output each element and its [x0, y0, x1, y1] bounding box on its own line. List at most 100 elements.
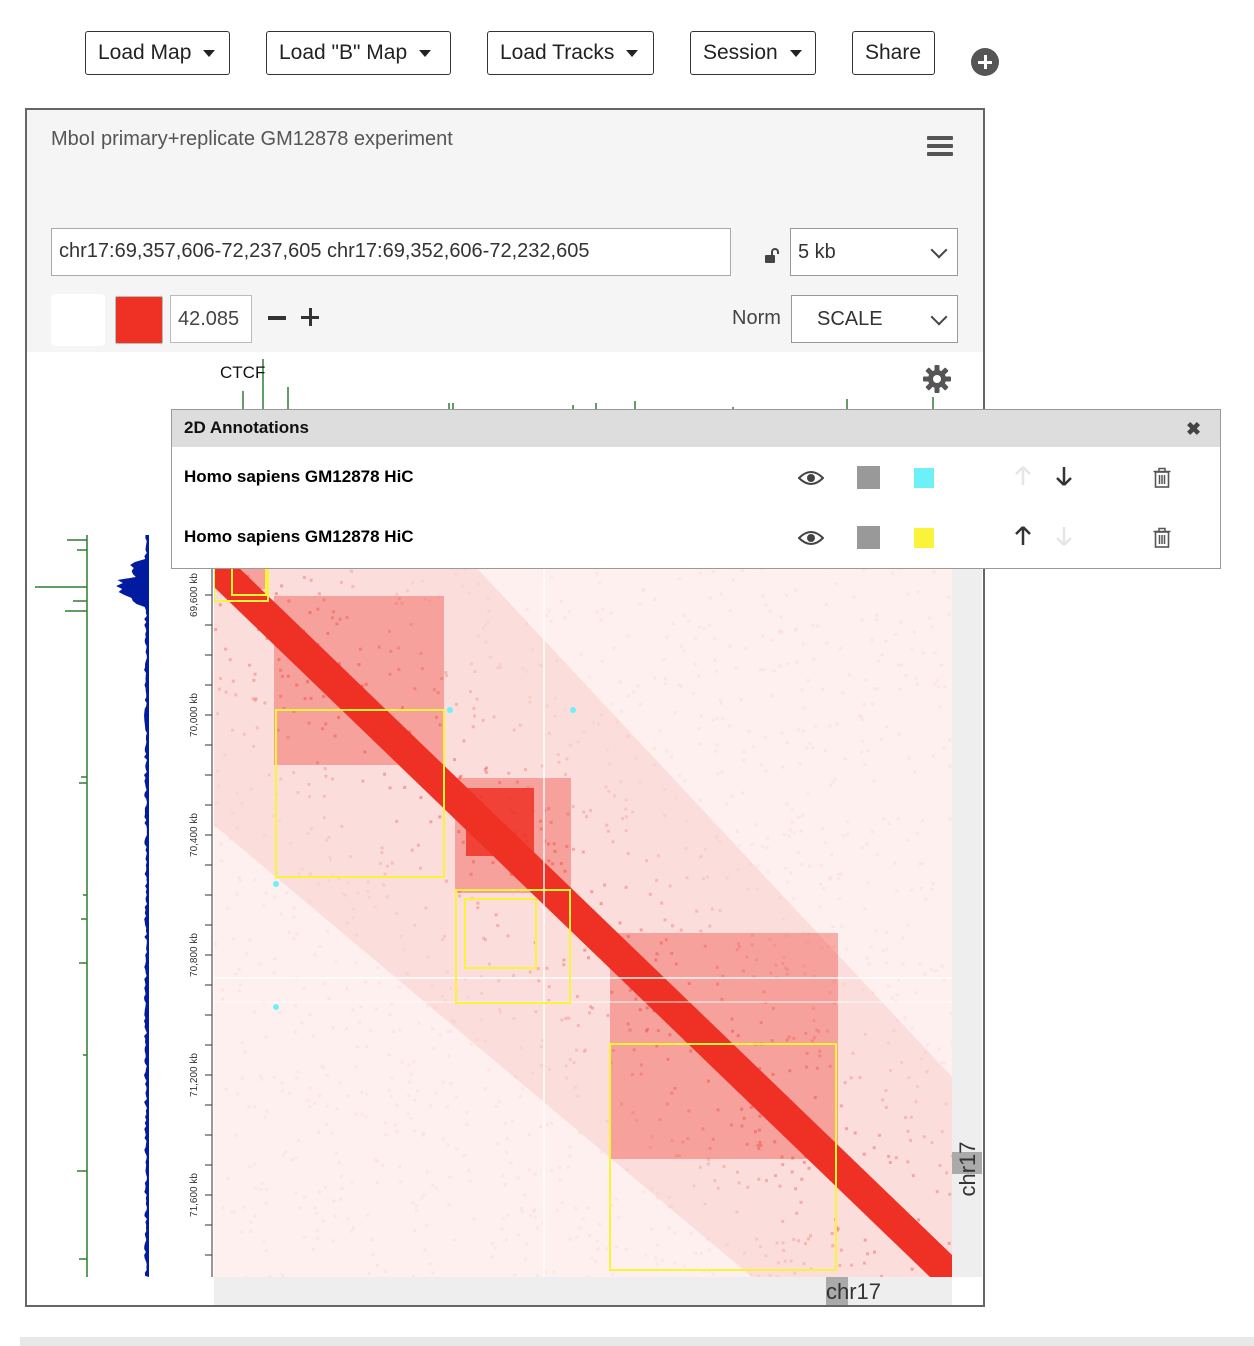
map-contact — [366, 889, 370, 893]
nonactive-color-swatch[interactable] — [857, 466, 880, 489]
resolution-select[interactable]: 5 kb — [790, 228, 958, 276]
map-contact — [501, 1216, 505, 1220]
annotation-color-swatch[interactable] — [914, 468, 934, 488]
map-contact — [940, 1130, 944, 1134]
map-contact — [571, 804, 575, 808]
map-contact — [694, 1251, 698, 1255]
map-contact — [685, 876, 689, 880]
map-contact — [887, 821, 891, 825]
map-contact — [805, 1065, 809, 1069]
map-contact — [413, 923, 417, 927]
x-axis-scrollbar[interactable]: chr17 — [214, 1277, 952, 1305]
map-contact — [707, 623, 711, 627]
eye-icon[interactable] — [798, 529, 824, 547]
map-contact — [687, 619, 691, 623]
map-contact — [498, 1008, 502, 1012]
arrow-down-icon[interactable] — [1055, 465, 1073, 487]
map-contact — [778, 664, 782, 668]
map-contact — [253, 1214, 257, 1218]
map-contact — [721, 974, 725, 978]
map-contact — [313, 1206, 317, 1210]
plus-icon[interactable] — [301, 308, 319, 326]
map-contact — [840, 872, 844, 876]
close-icon[interactable]: ✖ — [1186, 419, 1202, 439]
session-button[interactable]: Session — [690, 31, 816, 75]
arrow-down-icon[interactable] — [1055, 525, 1073, 547]
x-scroll-thumb[interactable] — [826, 1277, 848, 1305]
map-contact — [562, 958, 566, 962]
annotations-panel-header[interactable]: 2D Annotations ✖ — [172, 410, 1220, 447]
load-tracks-button[interactable]: Load Tracks — [487, 31, 654, 75]
trash-icon[interactable] — [1153, 527, 1171, 549]
gear-icon[interactable] — [922, 364, 952, 394]
trash-icon[interactable] — [1153, 467, 1171, 489]
loop-annotation — [447, 707, 453, 713]
map-contact — [806, 792, 810, 796]
map-contact — [443, 934, 446, 938]
add-browser-icon[interactable] — [971, 48, 999, 76]
map-contact — [885, 931, 888, 934]
contact-map[interactable] — [214, 565, 952, 1277]
map-contact — [646, 1027, 650, 1031]
map-contact — [361, 779, 365, 783]
map-contact — [409, 1117, 413, 1121]
map-contact — [618, 680, 622, 684]
map-contact — [537, 979, 541, 983]
map-contact — [497, 979, 501, 983]
map-contact — [947, 612, 951, 616]
map-contact — [911, 1026, 914, 1030]
map-contact — [539, 1045, 543, 1049]
arrow-up-icon[interactable] — [1014, 465, 1032, 487]
map-contact — [520, 1210, 524, 1214]
map-contact — [576, 740, 580, 744]
map-contact — [871, 991, 875, 995]
map-contact — [762, 990, 766, 994]
map-contact — [243, 1050, 247, 1054]
map-contact — [712, 1272, 715, 1276]
map-contact — [778, 896, 782, 900]
nonactive-color-swatch[interactable] — [857, 526, 880, 549]
map-contact — [707, 1248, 711, 1252]
map-color-swatch[interactable] — [115, 296, 163, 344]
map-contact — [486, 597, 490, 601]
map-contact — [686, 1137, 690, 1141]
map-contact — [626, 1022, 630, 1026]
locus-input[interactable]: chr17:69,357,606-72,237,605 chr17:69,352… — [51, 228, 731, 276]
color-scale-input[interactable]: 42.085 — [170, 295, 252, 343]
horizontal-scrollbar[interactable] — [20, 1337, 1254, 1346]
load-b-map-button[interactable]: Load "B" Map — [266, 31, 451, 75]
map-contact — [803, 1242, 807, 1246]
normalization-select[interactable]: SCALE — [791, 295, 958, 343]
map-contact — [773, 1140, 777, 1144]
y-axis-scrollbar[interactable]: chr17 — [952, 565, 982, 1277]
map-contact — [702, 1270, 706, 1273]
map-contact — [454, 572, 458, 576]
map-contact — [655, 952, 659, 956]
unlock-icon[interactable] — [764, 248, 780, 264]
annotation-color-swatch[interactable] — [914, 528, 934, 548]
map-contact — [922, 1135, 926, 1139]
minus-icon[interactable] — [268, 316, 286, 320]
arrow-up-icon[interactable] — [1014, 525, 1032, 547]
map-contact — [447, 1054, 451, 1058]
map-contact — [679, 684, 683, 688]
share-button[interactable]: Share — [852, 31, 935, 75]
map-contact — [935, 679, 939, 683]
map-contact — [465, 1110, 469, 1114]
map-contact — [772, 669, 776, 673]
map-contact — [731, 1029, 735, 1033]
load-map-button[interactable]: Load Map — [85, 31, 230, 75]
map-contact — [797, 1239, 801, 1243]
map-contact — [539, 827, 543, 831]
map-contact — [438, 723, 442, 727]
map-contact — [656, 1029, 660, 1033]
map-contact — [697, 727, 701, 730]
eye-icon[interactable] — [798, 469, 824, 487]
map-contact — [860, 715, 864, 719]
map-contact — [445, 674, 449, 677]
menu-icon[interactable] — [927, 136, 953, 156]
y-scroll-thumb[interactable] — [952, 1152, 982, 1174]
map-contact — [677, 1154, 681, 1158]
background-color-swatch[interactable] — [51, 294, 105, 346]
map-contact — [531, 648, 535, 652]
